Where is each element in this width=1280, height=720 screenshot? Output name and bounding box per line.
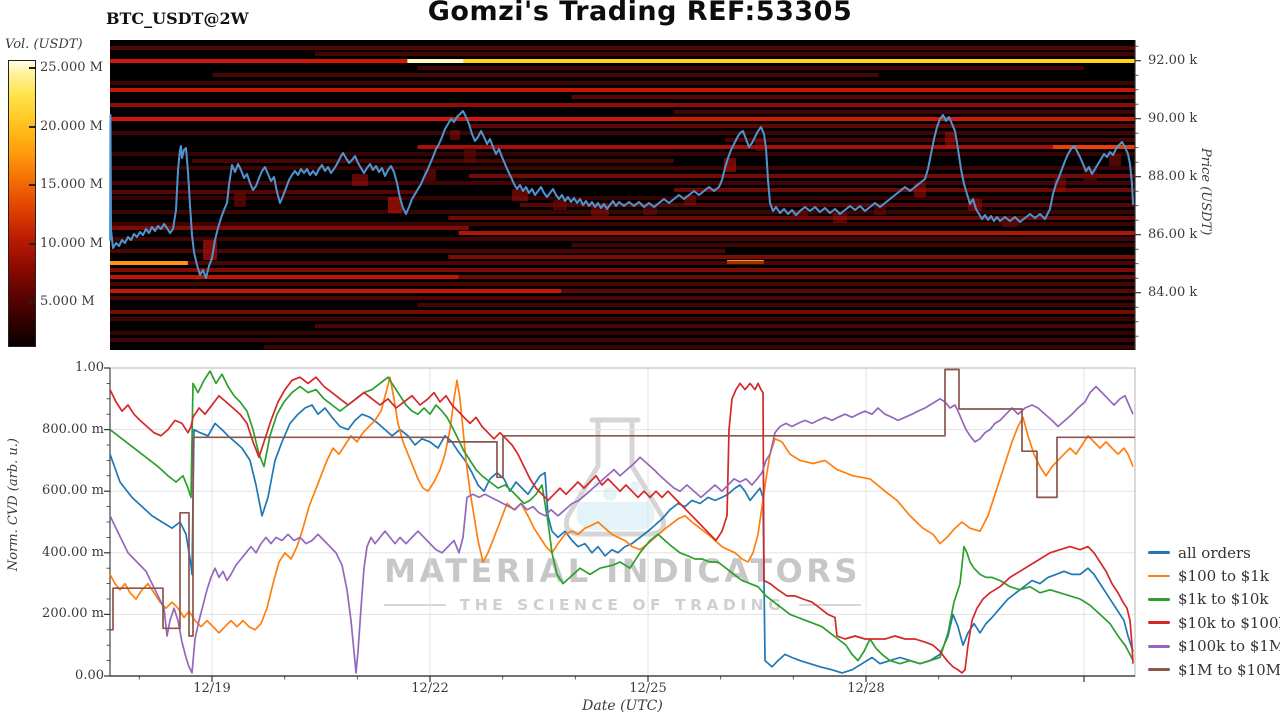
cvd-tick-label: 200.00 m [42, 606, 104, 622]
colorbar-tick-label: 10.000 M [40, 235, 103, 251]
cvd-tick-label: 1.00 [75, 360, 104, 375]
cvd-tick-label: 400.00 m [42, 544, 104, 560]
liquidity-heatmap [109, 40, 1141, 350]
legend-line-sample [1148, 621, 1170, 625]
price-tick-label: 88.00 k [1148, 168, 1198, 184]
legend-item: $1M to $10M [1148, 658, 1280, 681]
legend-label: $1k to $10k [1178, 590, 1269, 609]
date-tick-label: 12/28 [847, 681, 885, 696]
colorbar-tick-mark [29, 301, 35, 303]
price-tick-label: 86.00 k [1148, 226, 1198, 242]
colorbar-tick-label: 20.000 M [40, 118, 103, 134]
colorbar-tick-label: 25.000 M [40, 60, 103, 75]
colorbar-tick-mark [29, 125, 35, 128]
legend-item: $1k to $10k [1148, 588, 1280, 611]
symbol-label: BTC_USDT@2W [106, 9, 249, 28]
legend-item: $100 to $1k [1148, 564, 1280, 587]
legend-line-sample [1148, 574, 1170, 578]
legend-line-sample [1148, 668, 1170, 672]
cvd-series [109, 368, 1135, 674]
legend: all orders $100 to $1k $1k to $10k $10k to … [1138, 533, 1280, 688]
date-tick-label: 12/22 [411, 681, 449, 696]
cvd-tick-label: 0.00 [75, 668, 104, 683]
date-tick-label: 12/19 [193, 681, 231, 696]
colorbar-tick-mark [29, 184, 35, 186]
legend-label: $10k to $100k [1178, 613, 1280, 632]
price-tick-label: 84.00 k [1148, 284, 1198, 300]
legend-line-sample [1148, 551, 1170, 555]
colorbar-tick-label: 5.000 M [40, 294, 95, 309]
colorbar-title: Vol. (USDT) [5, 37, 83, 52]
price-tick-label: 90.00 k [1148, 110, 1198, 126]
price-tick-label: 92.00 k [1148, 52, 1198, 68]
cvd-tick-label: 800.00 m [42, 421, 104, 437]
price-axis-title: Price (USDT) [1198, 148, 1213, 236]
date-axis-title: Date (UTC) [582, 698, 663, 714]
legend-line-sample [1148, 598, 1170, 601]
legend-item: all orders [1148, 541, 1280, 564]
date-tick-label: 12/25 [629, 681, 667, 696]
legend-label: $100 to $1k [1178, 567, 1269, 586]
cvd-axis-title: Norm. CVD (arb. u.) [6, 438, 21, 572]
cvd-tick-label: 600.00 m [42, 483, 104, 499]
legend-line-sample [1148, 644, 1170, 648]
legend-item: $10k to $100k [1148, 611, 1280, 634]
legend-label: $1M to $10M [1178, 660, 1280, 679]
volume-colorbar [8, 60, 36, 347]
colorbar-tick-label: 15.000 M [40, 177, 103, 192]
legend-item: $100k to $1M [1148, 635, 1280, 658]
legend-label: $100k to $1M [1178, 637, 1280, 656]
page-title: Gomzi's Trading REF:53305 [427, 0, 853, 27]
colorbar-tick-mark [29, 242, 35, 245]
colorbar-tick-mark [29, 67, 35, 69]
legend-label: all orders [1178, 543, 1251, 562]
